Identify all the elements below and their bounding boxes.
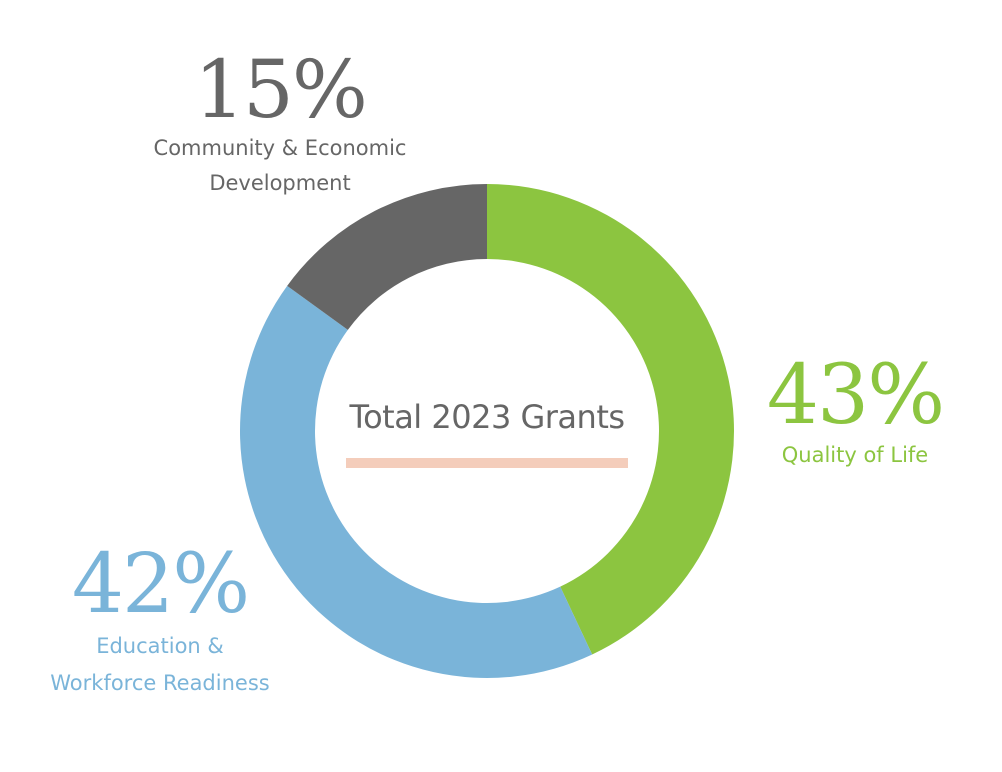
donut-slice-quality-of-life [487,184,734,655]
center-underline [346,458,628,468]
education-workforce-label: 42% Education & Workforce Readiness [20,544,300,700]
center-title: Total 2023 Grants [349,398,625,436]
education-workforce-name-line-2: Workforce Readiness [50,671,270,695]
community-economic-percent: 15% [194,43,368,136]
donut-slice-education-and-workforce-readiness [239,285,593,679]
education-workforce-percent: 42% [71,537,250,632]
quality-of-life-percent: 43% [766,348,945,443]
community-economic-name-line-2: Development [209,171,351,195]
education-workforce-name-line-1: Education & [96,634,224,658]
quality-of-life-name: Quality of Life [781,443,929,467]
community-economic-label: 15% Community & Economic Development [130,50,430,200]
quality-of-life-label: 43% Quality of Life [740,355,970,472]
donut-slice-community-and-economic-development [287,184,487,330]
community-economic-name-line-1: Community & Economic [153,136,407,160]
